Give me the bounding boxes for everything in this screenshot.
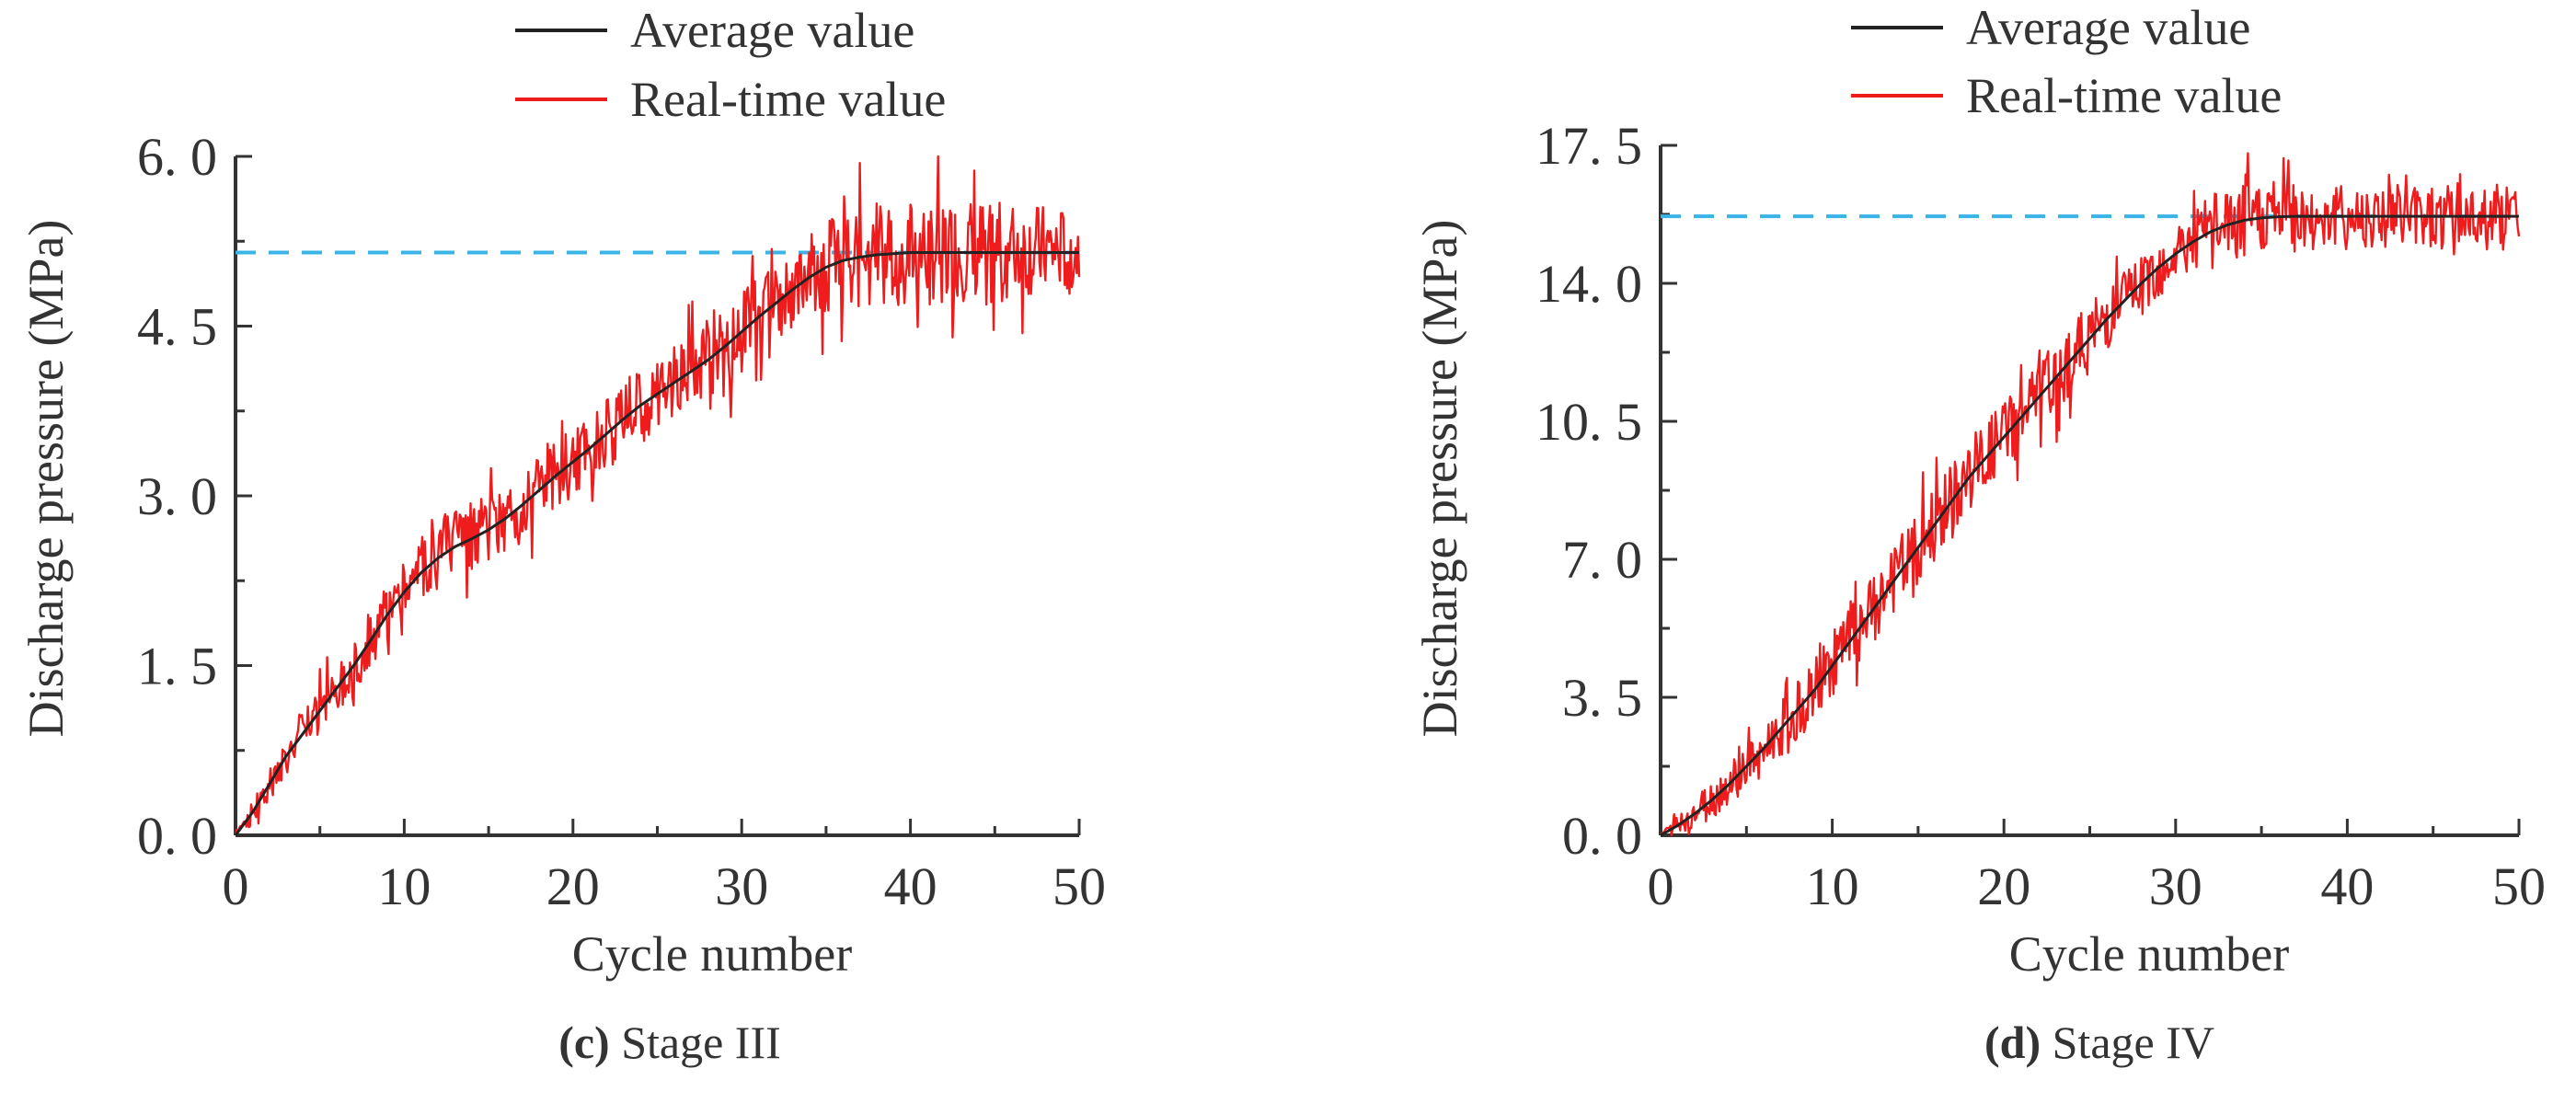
x-tick-label: 20 (1977, 856, 2030, 916)
x-axis-title: Cycle number (2009, 926, 2289, 982)
y-tick-label: 14. 0 (1535, 254, 1642, 314)
legend-label-average: Average value (1966, 0, 2250, 55)
x-tick-label: 40 (884, 856, 937, 916)
x-tick-label: 30 (715, 856, 768, 916)
caption-id: (c) (558, 1017, 610, 1068)
y-tick-label: 0. 0 (1562, 806, 1642, 866)
x-tick-label: 0 (1648, 856, 1674, 916)
y-tick-label: 1. 5 (137, 637, 217, 696)
y-axis-title: Discharge pressure (MPa) (1412, 220, 1467, 738)
y-tick-label: 4. 5 (137, 297, 217, 357)
series-realtime-line (234, 155, 1081, 835)
caption-text: Stage IV (2041, 1017, 2214, 1068)
y-tick-label: 7. 0 (1562, 530, 1642, 590)
caption-text: Stage III (610, 1017, 781, 1068)
series-average-line (234, 251, 1079, 836)
panel-caption: (d) Stage IV (1984, 1017, 2214, 1068)
x-tick-label: 40 (2320, 856, 2374, 916)
x-tick-label: 10 (1806, 856, 1859, 916)
legend: Average value Real-time value (1851, 0, 2282, 123)
y-axis-title: Discharge pressure (MPa) (18, 220, 74, 738)
y-tick-label: 6. 0 (137, 127, 217, 187)
legend-label-average: Average value (630, 3, 914, 58)
x-tick-label: 50 (1052, 856, 1106, 916)
x-tick-label: 0 (223, 856, 249, 916)
x-tick-label: 50 (2492, 856, 2546, 916)
x-tick-label: 10 (377, 856, 431, 916)
x-axis-title: Cycle number (572, 926, 852, 982)
series-average-line (1660, 214, 2519, 837)
legend: Average value Real-time value (515, 3, 946, 127)
series-realtime-line (1660, 152, 2521, 837)
chart-panel-c: 0 10 20 30 40 50 0. 0 1. 5 3. 0 4. 5 6. 0 Cycle num… (18, 3, 1106, 1068)
y-tick-label: 17. 5 (1535, 116, 1642, 176)
caption-id: (d) (1984, 1017, 2041, 1068)
y-tick-label: 3. 0 (137, 466, 217, 526)
panel-caption: (c) Stage III (558, 1017, 781, 1068)
chart-panel-d: 0 10 20 30 40 50 0. 0 3. 5 7. 0 10. 5 14. 0 17. 5 Cy… (1412, 0, 2546, 1068)
y-tick-label: 3. 5 (1562, 668, 1642, 728)
y-tick-label: 0. 0 (137, 806, 217, 866)
legend-label-realtime: Real-time value (1966, 68, 2282, 123)
x-tick-label: 20 (546, 856, 600, 916)
y-tick-label: 10. 5 (1535, 392, 1642, 452)
x-tick-label: 30 (2149, 856, 2202, 916)
legend-label-realtime: Real-time value (630, 72, 946, 127)
